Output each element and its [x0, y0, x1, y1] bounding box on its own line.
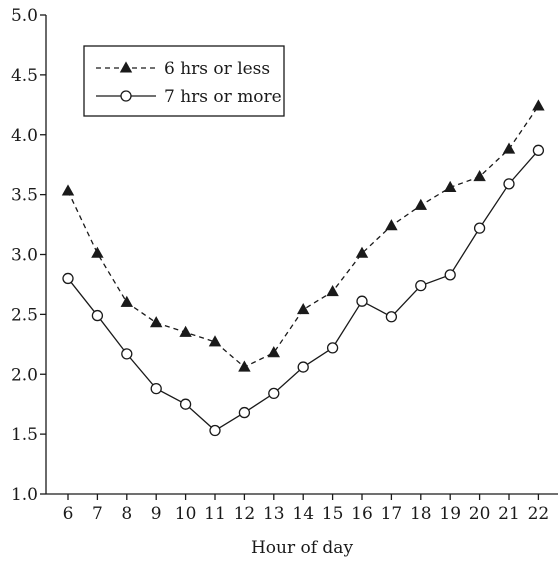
data-point-triangle — [267, 346, 281, 358]
x-axis-title: Hour of day — [251, 538, 353, 558]
legend: 6 hrs or less 7 hrs or more — [83, 45, 285, 117]
data-point-triangle — [473, 170, 486, 182]
series-layer — [61, 99, 545, 437]
x-tick-label: 13 — [263, 504, 285, 524]
y-tick-label: 4.0 — [11, 126, 38, 146]
x-tick-label: 8 — [121, 504, 132, 524]
series-1 — [61, 99, 545, 372]
x-tick-label: 15 — [322, 504, 344, 524]
data-point-triangle — [532, 99, 545, 111]
data-point-circle — [121, 348, 133, 360]
data-point-circle — [209, 424, 221, 437]
y-tick-label: 3.0 — [11, 246, 38, 266]
legend-marker-triangle — [119, 61, 133, 73]
legend-items: 6 hrs or less 7 hrs or more — [96, 59, 282, 107]
series-line — [67, 149, 539, 432]
data-point-circle — [356, 295, 368, 307]
x-tick-label: 7 — [92, 504, 103, 524]
data-point-circle — [326, 342, 339, 354]
data-point-triangle — [385, 219, 398, 231]
y-ticks: 1.0 1.5 2.0 2.5 3.0 3.5 4.0 4.5 5.0 — [11, 6, 46, 505]
legend-label: 7 hrs or more — [164, 87, 282, 107]
x-ticks: 6 7 8 9 10 11 12 13 14 15 16 17 18 19 20 21 22 — [63, 494, 550, 524]
data-point-circle — [385, 311, 398, 323]
x-tick-label: 10 — [175, 504, 197, 524]
y-tick-label: 1.5 — [11, 425, 38, 445]
x-tick-label: 6 — [63, 504, 74, 524]
data-point-circle — [415, 279, 427, 292]
x-tick-label: 22 — [528, 504, 550, 524]
x-tick-label: 11 — [204, 504, 226, 524]
data-point-triangle — [355, 246, 369, 258]
y-tick-label: 3.5 — [11, 186, 38, 206]
series-line — [67, 105, 539, 368]
x-tick-label: 21 — [498, 504, 520, 524]
data-point-circle — [473, 222, 486, 234]
data-point-circle — [444, 269, 456, 281]
x-tick-label: 12 — [234, 504, 256, 524]
data-point-circle — [268, 387, 280, 400]
x-tick-label: 14 — [292, 504, 314, 524]
data-point-triangle — [326, 285, 339, 297]
data-point-triangle — [502, 142, 516, 154]
data-point-triangle — [443, 180, 457, 192]
data-point-circle — [503, 178, 515, 190]
legend-label: 6 hrs or less — [164, 59, 270, 79]
x-tick-label: 20 — [469, 504, 491, 524]
legend-box — [83, 45, 285, 117]
data-point-triangle — [179, 325, 192, 337]
axes: 1.0 1.5 2.0 2.5 3.0 3.5 4.0 4.5 5.0 6 7 8 9 10 11 12 13… — [11, 6, 558, 524]
x-tick-label: 19 — [439, 504, 461, 524]
data-point-circle — [150, 382, 162, 395]
x-tick-label: 17 — [381, 504, 403, 524]
data-point-circle — [91, 309, 104, 322]
series-2 — [62, 144, 545, 437]
data-point-triangle — [149, 316, 163, 328]
data-point-triangle — [91, 246, 104, 258]
data-point-circle — [238, 406, 251, 419]
x-tick-label: 9 — [151, 504, 162, 524]
data-point-triangle — [296, 302, 310, 315]
y-tick-label: 5.0 — [11, 6, 38, 26]
y-tick-label: 4.5 — [11, 66, 38, 86]
data-point-circle — [532, 144, 545, 156]
data-point-circle — [62, 272, 74, 285]
x-tick-label: 18 — [410, 504, 432, 524]
data-point-circle — [179, 398, 192, 410]
data-point-circle — [297, 361, 309, 373]
y-tick-label: 1.0 — [11, 485, 38, 505]
y-tick-label: 2.0 — [11, 365, 38, 385]
legend-marker-circle — [120, 90, 132, 102]
data-point-triangle — [414, 198, 428, 210]
x-tick-label: 16 — [351, 504, 373, 524]
data-point-triangle — [61, 184, 75, 196]
data-point-triangle — [238, 360, 251, 372]
y-tick-label: 2.5 — [11, 305, 38, 325]
data-point-triangle — [120, 295, 134, 307]
data-point-triangle — [208, 335, 222, 347]
